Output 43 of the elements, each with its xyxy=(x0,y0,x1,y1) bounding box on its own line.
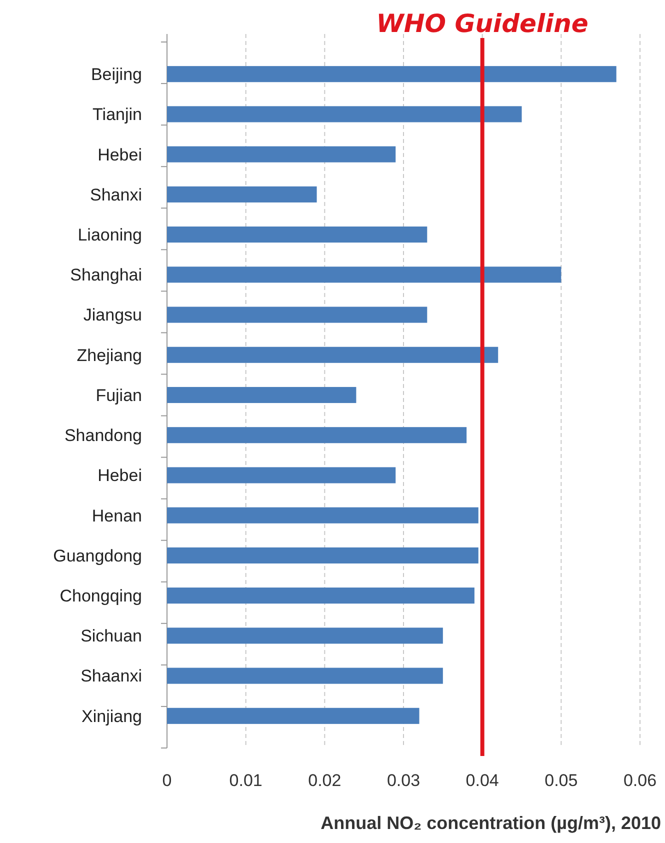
y-tick-label: Shanghai xyxy=(70,266,142,285)
y-tick-label: Beijing xyxy=(90,65,142,84)
bar xyxy=(167,668,443,684)
bar xyxy=(167,266,562,283)
x-tick-label: 0.05 xyxy=(544,771,578,790)
x-tick-label: 0 xyxy=(162,771,172,790)
y-tick-label: Shanxi xyxy=(90,185,142,204)
bar xyxy=(167,226,428,243)
bar xyxy=(167,588,474,604)
bar xyxy=(167,467,396,484)
bar xyxy=(167,547,478,564)
y-tick-label: Guangdong xyxy=(53,546,142,566)
y-tick-label: Fujian xyxy=(96,386,142,405)
y-tick-label: Tianjin xyxy=(92,105,142,124)
ref-line-label: WHO Guideline xyxy=(376,9,588,38)
x-tick-label: 0.06 xyxy=(623,771,657,790)
y-tick-label: Zhejiang xyxy=(76,346,142,365)
y-tick-label: Xinjiang xyxy=(82,706,142,726)
x-tick-label: 0.04 xyxy=(466,771,499,790)
bar xyxy=(167,106,522,122)
x-tick-label: 0.03 xyxy=(386,771,420,790)
y-tick-label: Chongqing xyxy=(60,586,142,606)
y-tick-label: Liaoning xyxy=(78,225,142,244)
y-tick-label: Jiangsu xyxy=(83,306,142,325)
x-tick-label: 0.02 xyxy=(308,771,342,790)
bar xyxy=(167,306,428,323)
y-tick-label: Sichuan xyxy=(80,626,142,646)
bar xyxy=(167,708,420,724)
bar xyxy=(167,146,396,162)
y-tick-label: Shaanxi xyxy=(80,666,142,686)
x-tick-label: 0.01 xyxy=(229,771,262,790)
x-axis-title: Annual NO₂ concentration (µg/m³), 2010 xyxy=(320,813,661,833)
bar xyxy=(167,628,443,644)
bar xyxy=(167,386,356,404)
bar xyxy=(167,507,478,524)
y-tick-label: Shandong xyxy=(64,426,142,446)
bar xyxy=(167,66,616,82)
bar xyxy=(167,186,317,202)
y-tick-label: Hebei xyxy=(98,145,142,164)
bar xyxy=(167,346,498,363)
y-tick-label: Hebei xyxy=(98,466,142,486)
y-tick-label: Henan xyxy=(92,506,142,526)
bar xyxy=(167,427,467,444)
